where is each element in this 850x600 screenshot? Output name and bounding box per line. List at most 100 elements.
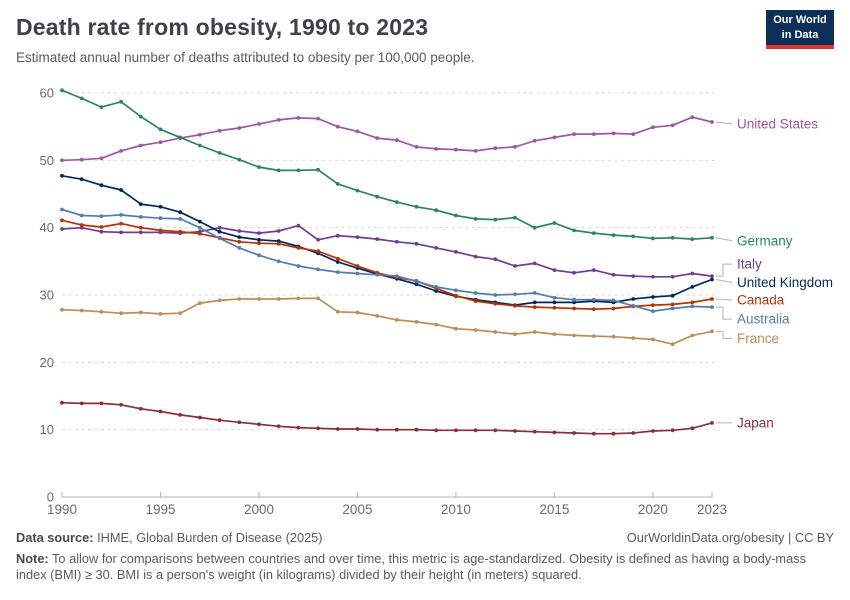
data-point — [591, 334, 596, 338]
x-axis-tick-2000: 2000 — [244, 502, 274, 517]
data-point — [257, 165, 261, 170]
data-point — [237, 157, 242, 162]
data-point — [611, 306, 616, 311]
x-axis-tick-2005: 2005 — [342, 502, 372, 517]
series-line-australia[interactable] — [61, 208, 713, 313]
data-point — [454, 326, 458, 331]
data-point — [710, 120, 714, 124]
series-label-united-states[interactable]: United States — [737, 117, 818, 132]
series-france[interactable]: France — [60, 296, 779, 347]
series-label-italy[interactable]: Italy — [737, 257, 762, 272]
data-point — [296, 425, 301, 430]
rights-link[interactable]: OurWorldinData.org/obesity | CC BY — [626, 530, 834, 545]
data-point — [316, 267, 320, 272]
series-line-germany[interactable] — [61, 89, 713, 240]
data-point — [375, 314, 380, 318]
series-label-united-kingdom[interactable]: United Kingdom — [737, 275, 833, 290]
data-point — [276, 118, 281, 122]
data-point — [690, 237, 695, 242]
series-line-italy[interactable] — [61, 224, 713, 278]
x-axis-tick-1990: 1990 — [47, 502, 77, 517]
data-point — [670, 123, 675, 128]
data-point — [60, 400, 64, 405]
data-point — [493, 257, 498, 262]
data-point — [552, 268, 557, 272]
series-united-states[interactable]: United States — [60, 115, 818, 163]
data-point — [670, 342, 675, 347]
series-line-france[interactable] — [61, 297, 713, 346]
data-point — [493, 428, 498, 433]
data-point — [138, 230, 143, 235]
data-point — [493, 217, 498, 222]
series-germany[interactable]: Germany — [60, 88, 793, 248]
data-point — [217, 151, 222, 155]
series-line-united-kingdom[interactable] — [61, 174, 713, 306]
data-point — [276, 241, 281, 246]
series-japan[interactable]: Japan — [60, 400, 774, 436]
data-point — [394, 318, 399, 322]
data-point — [473, 328, 478, 332]
data-point — [158, 216, 163, 221]
label-connector-united-kingdom — [715, 279, 733, 283]
data-point — [257, 297, 261, 301]
data-point — [178, 229, 183, 234]
x-axis-tick-2015: 2015 — [539, 502, 569, 517]
series-label-australia[interactable]: Australia — [737, 312, 790, 327]
data-point — [99, 229, 104, 234]
data-point — [99, 225, 104, 229]
data-point — [394, 138, 399, 143]
label-connector-australia — [716, 306, 732, 320]
data-point — [158, 312, 163, 316]
data-point — [572, 270, 576, 275]
series-line-japan[interactable] — [61, 401, 713, 435]
data-point — [138, 143, 143, 148]
data-point — [158, 140, 163, 145]
data-point — [631, 431, 636, 435]
data-point — [434, 289, 439, 293]
series-label-japan[interactable]: Japan — [737, 415, 774, 430]
data-point — [257, 253, 261, 258]
owid-logo: Our World in Data — [766, 10, 834, 49]
data-point — [414, 427, 419, 432]
data-point — [355, 235, 360, 240]
data-point — [394, 427, 399, 432]
data-point — [473, 149, 478, 153]
data-point — [611, 233, 616, 238]
data-point — [178, 210, 183, 215]
data-point — [394, 274, 399, 278]
data-point — [355, 188, 360, 193]
data-point — [532, 305, 537, 309]
data-point — [513, 264, 517, 268]
data-point — [335, 260, 340, 264]
data-point — [217, 225, 222, 230]
note-text: To allow for comparisons between countri… — [16, 551, 806, 583]
data-point — [99, 105, 104, 109]
data-point — [710, 329, 714, 334]
series-label-canada[interactable]: Canada — [737, 293, 785, 308]
series-united-kingdom[interactable]: United Kingdom — [60, 173, 833, 307]
y-axis-tick-50: 50 — [40, 153, 54, 168]
data-point — [257, 241, 261, 246]
data-point — [355, 129, 360, 134]
data-point — [434, 246, 439, 250]
data-point — [434, 428, 439, 433]
data-point — [276, 168, 281, 173]
series-label-germany[interactable]: Germany — [737, 233, 793, 248]
data-point — [493, 293, 498, 297]
data-point — [178, 311, 183, 316]
data-point — [60, 307, 64, 312]
series-label-france[interactable]: France — [737, 331, 779, 346]
data-point — [375, 272, 380, 277]
data-point — [257, 231, 261, 236]
data-point — [237, 126, 242, 130]
label-connector-italy — [716, 263, 732, 277]
data-point — [670, 302, 675, 307]
series-italy[interactable]: Italy — [60, 223, 762, 279]
series-line-united-states[interactable] — [61, 116, 713, 162]
series-australia[interactable]: Australia — [60, 207, 790, 327]
data-point — [296, 296, 301, 301]
data-point — [276, 259, 281, 264]
data-point — [710, 277, 714, 282]
data-point — [257, 422, 261, 427]
